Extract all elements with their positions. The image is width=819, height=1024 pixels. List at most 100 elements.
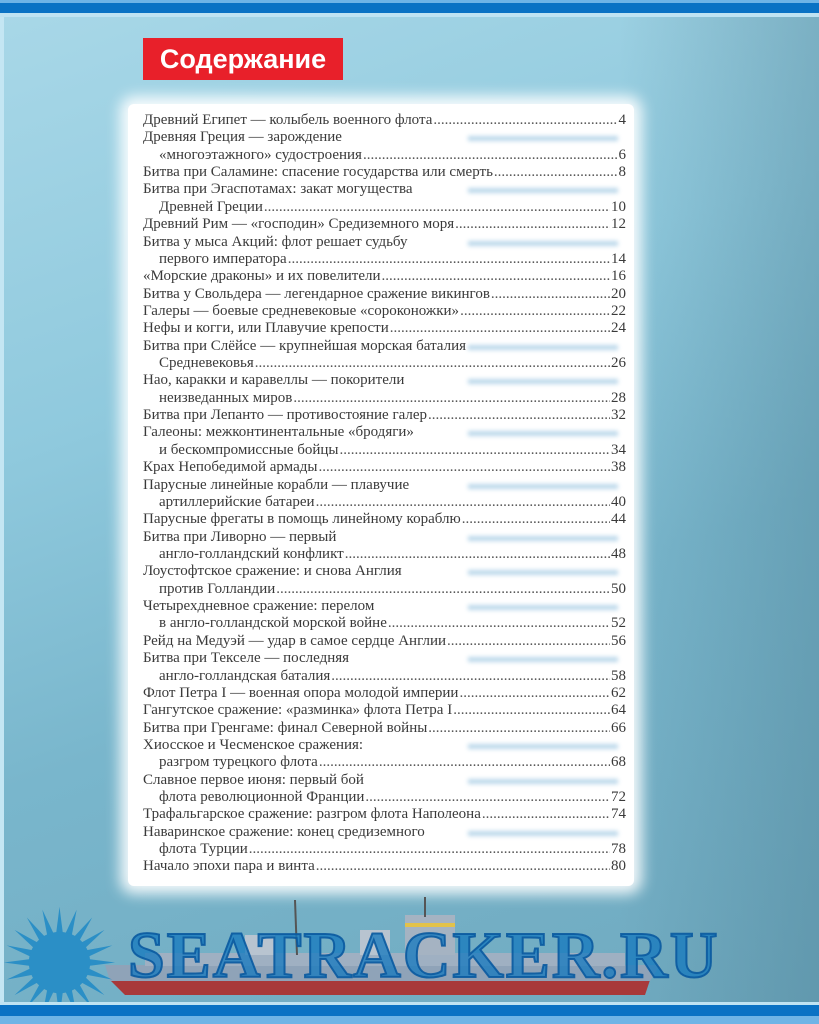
- toc-entry-line: Битва у мыса Акций: флот решает судьбу: [143, 234, 626, 251]
- decorative-smudge: [468, 136, 618, 142]
- dot-leader: [494, 164, 618, 181]
- decorative-smudge: [468, 535, 618, 541]
- toc-entry-line: Хиосское и Чесменское сражения:: [143, 737, 626, 754]
- toc-entry-line: Нао, каракки и каравеллы — покорители: [143, 372, 626, 389]
- toc-entry: флота революционной Франции 72: [143, 789, 626, 806]
- toc-page-number: 78: [611, 841, 626, 858]
- toc-page-number: 66: [611, 719, 626, 736]
- dot-leader: [462, 511, 610, 528]
- dot-leader: [390, 320, 610, 337]
- toc-entry: Древний Египет — колыбель военного флота…: [143, 112, 626, 129]
- toc-page-number: 44: [611, 511, 626, 528]
- toc-entry-title: «Морские драконы» и их повелители: [143, 268, 381, 285]
- toc-entry-line: Древняя Греция — зарождение: [143, 129, 626, 146]
- decorative-smudge: [468, 778, 618, 784]
- toc-entry-title: Рейд на Медуэй — удар в самое сердце Анг…: [143, 632, 447, 649]
- toc-entry: Битва при Саламине: спасение государства…: [143, 164, 626, 181]
- page-title: Содержание: [143, 38, 343, 80]
- toc-page-number: 34: [611, 441, 626, 458]
- table-of-contents: Древний Египет — колыбель военного флота…: [143, 112, 626, 876]
- toc-page-number: 62: [611, 684, 626, 701]
- toc-entry-title: Четырехдневное сражение: перелом: [143, 598, 375, 615]
- toc-entry: Битва при Гренгаме: финал Северной войны…: [143, 720, 626, 737]
- toc-entry-title: Битва при Текселе — последняя: [143, 650, 350, 667]
- toc-entry-line: Галеоны: межконтинентальные «бродяги»: [143, 424, 626, 441]
- toc-entry-title: Средневековья: [159, 355, 254, 372]
- toc-entry: англо-голландский конфликт 48: [143, 546, 626, 563]
- dot-leader: [365, 789, 610, 806]
- toc-entry-title: Наваринское сражение: конец средиземного: [143, 823, 425, 840]
- toc-entry-title: флота революционной Франции: [159, 789, 365, 806]
- dot-leader: [453, 702, 610, 719]
- dot-leader: [491, 286, 610, 303]
- toc-page-number: 28: [611, 389, 626, 406]
- toc-entry: Парусные фрегаты в помощь линейному кора…: [143, 511, 626, 528]
- toc-page-number: 20: [611, 285, 626, 302]
- toc-entry-title: неизведанных миров: [159, 389, 293, 406]
- toc-entry-title: первого императора: [159, 250, 287, 267]
- toc-entry: Битва у Свольдера — легендарное сражение…: [143, 286, 626, 303]
- dot-leader: [455, 216, 610, 233]
- toc-page-number: 6: [618, 146, 627, 163]
- dot-leader: [363, 147, 618, 164]
- toc-page-number: 14: [611, 250, 626, 267]
- decorative-smudge: [468, 570, 618, 576]
- toc-entry: Гангутское сражение: «разминка» флота Пе…: [143, 702, 626, 719]
- toc-entry-line: Битва при Текселе — последняя: [143, 650, 626, 667]
- toc-entry-line: Славное первое июня: первый бой: [143, 772, 626, 789]
- toc-entry: Древней Греции 10: [143, 199, 626, 216]
- toc-page-number: 12: [611, 216, 626, 233]
- toc-page-number: 38: [611, 459, 626, 476]
- decorative-smudge: [468, 240, 618, 246]
- decorative-smudge: [468, 605, 618, 611]
- toc-page-number: 52: [611, 615, 626, 632]
- toc-entry: Флот Петра I — военная опора молодой имп…: [143, 685, 626, 702]
- toc-entry-title: Нефы и когги, или Плавучие крепости: [143, 320, 389, 337]
- toc-page-number: 32: [611, 407, 626, 424]
- decorative-smudge: [468, 188, 618, 194]
- toc-entry: Средневековья 26: [143, 355, 626, 372]
- toc-page-number: 72: [611, 789, 626, 806]
- decorative-smudge: [468, 344, 618, 350]
- toc-page-number: 48: [611, 545, 626, 562]
- toc-entry-title: Нао, каракки и каравеллы — покорители: [143, 372, 405, 389]
- dot-leader: [340, 442, 611, 459]
- dot-leader: [249, 841, 610, 858]
- toc-entry-title: флота Турции: [159, 841, 248, 858]
- toc-entry-title: Древний Рим — «господин» Средиземного мо…: [143, 216, 455, 233]
- toc-page-number: 80: [611, 858, 626, 875]
- toc-entry-title: Гангутское сражение: «разминка» флота Пе…: [143, 702, 453, 719]
- toc-entry: против Голландии 50: [143, 581, 626, 598]
- toc-entry-title: артиллерийские батареи: [159, 493, 315, 510]
- toc-entry-line: Битва при Ливорно — первый: [143, 529, 626, 546]
- toc-page-number: 16: [611, 268, 626, 285]
- toc-page-number: 68: [611, 754, 626, 771]
- toc-page-number: 22: [611, 302, 626, 319]
- toc-entry-title: в англо-голландской морской войне: [159, 615, 387, 632]
- toc-entry-title: против Голландии: [159, 580, 276, 597]
- toc-entry-title: Древней Греции: [159, 198, 263, 215]
- dot-leader: [428, 720, 610, 737]
- toc-page-number: 56: [611, 632, 626, 649]
- toc-page-number: 58: [611, 667, 626, 684]
- dot-leader: [345, 546, 610, 563]
- background-shading: [619, 17, 819, 1002]
- toc-entry: Древний Рим — «господин» Средиземного мо…: [143, 216, 626, 233]
- toc-entry-title: Трафальгарское сражение: разгром флота Н…: [143, 806, 481, 823]
- toc-page-number: 24: [611, 320, 626, 337]
- dot-leader: [382, 268, 611, 285]
- decorative-smudge: [468, 743, 618, 749]
- decorative-smudge: [468, 483, 618, 489]
- toc-entry: артиллерийские батареи 40: [143, 494, 626, 511]
- toc-entry-line: Битва при Эгаспотамах: закат могущества: [143, 181, 626, 198]
- toc-entry: разгром турецкого флота 68: [143, 754, 626, 771]
- decorative-smudge: [468, 830, 618, 836]
- dot-leader: [276, 581, 610, 598]
- toc-entry-title: Битва при Эгаспотамах: закат могущества: [143, 181, 413, 198]
- dot-leader: [318, 459, 610, 476]
- dot-leader: [316, 494, 610, 511]
- dot-leader: [482, 806, 610, 823]
- toc-entry: Крах Непобедимой армады 38: [143, 459, 626, 476]
- decorative-smudge: [468, 379, 618, 385]
- toc-entry-title: Битва при Саламине: спасение государства…: [143, 164, 493, 181]
